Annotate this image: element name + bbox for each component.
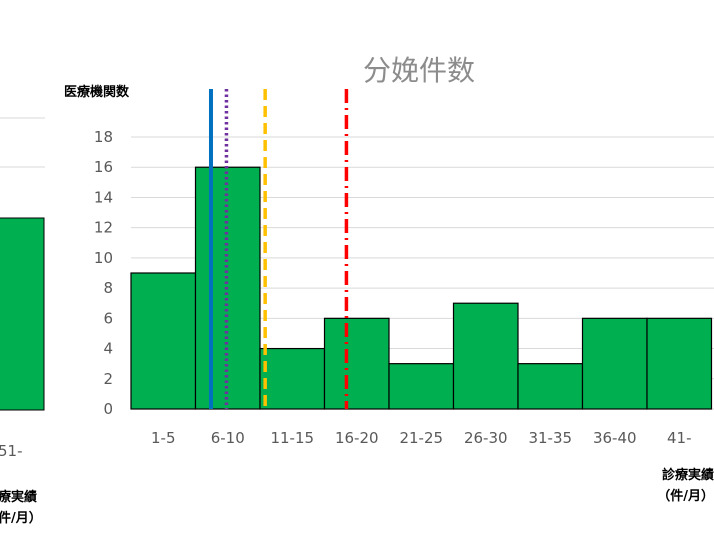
bar (646, 317, 713, 410)
x-axis-label-line1: 診療実績 (662, 467, 714, 483)
y-tick-label: 0 (103, 400, 113, 418)
x-tick-label: 11-15 (270, 429, 314, 447)
x-tick-label: 36-40 (593, 429, 637, 447)
left-x-tick-label: 51- (0, 442, 23, 460)
bar (130, 272, 197, 410)
y-tick-labels: 0 2 4 6 8 10 12 14 16 18 (94, 128, 113, 418)
y-tick-label: 6 (103, 309, 113, 327)
bars (130, 166, 713, 410)
y-tick-label: 12 (94, 219, 113, 237)
bar (259, 347, 326, 410)
bar (581, 317, 648, 410)
y-tick-label: 4 (103, 340, 113, 358)
y-tick-label: 14 (94, 188, 113, 206)
chart-title: 分娩件数 (363, 54, 475, 87)
bar (388, 363, 455, 410)
x-tick-label: 16-20 (335, 429, 379, 447)
bar (323, 317, 390, 410)
left-x-axis-label-line2: 件/月） (0, 510, 42, 526)
y-tick-label: 10 (94, 249, 113, 267)
y-tick-label: 16 (94, 158, 113, 176)
x-tick-label: 41- (667, 429, 692, 447)
y-tick-label: 8 (103, 279, 113, 297)
reference-lines (208, 89, 349, 409)
x-axis-label-line2: （件/月） (657, 488, 714, 504)
x-tick-label: 21-25 (399, 429, 443, 447)
bar (452, 302, 519, 410)
left-chart-fragment: 51- 療実績 件/月） (0, 117, 45, 526)
y-axis-label: 医療機関数 (64, 84, 130, 100)
x-tick-label: 31-35 (528, 429, 572, 447)
x-tick-label: 6-10 (211, 429, 245, 447)
y-tick-label: 18 (94, 128, 113, 146)
left-bar-fragment (0, 217, 45, 411)
left-x-axis-label-line1: 療実績 (0, 489, 37, 505)
bar (517, 363, 584, 410)
y-tick-label: 2 (103, 370, 113, 388)
x-tick-label: 1-5 (151, 429, 176, 447)
x-tick-labels: 1-5 6-10 11-15 16-20 21-25 26-30 31-35 36-40 41- (151, 429, 692, 447)
x-tick-label: 26-30 (464, 429, 508, 447)
